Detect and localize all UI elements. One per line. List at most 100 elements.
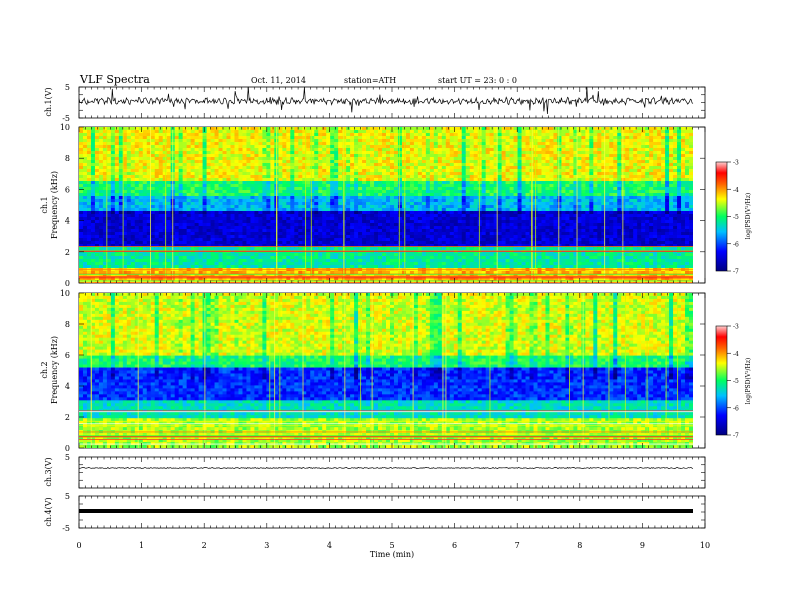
spectrogram-cell [294,253,299,257]
spectrogram-cell [421,166,427,170]
spectrogram-cell [250,154,255,158]
spectrogram-cell [282,202,287,206]
spectrogram-cell [310,154,315,158]
spectrogram-cell [306,151,311,155]
spectrogram-cell [206,277,211,281]
spectrogram-cell [441,208,447,212]
spectrogram-cell [413,253,419,257]
spectrogram-cell [429,148,435,152]
spectrogram-cell [417,271,423,275]
spectrogram-cell [206,190,211,194]
spectrogram-cell [146,196,152,200]
spectrogram-cell [413,244,419,248]
spectrogram-cell [362,265,367,269]
spectrogram-cell [378,202,383,206]
spectrogram-cell [417,262,423,266]
spectrogram-cell [298,226,303,230]
spectrogram-cell [94,277,100,281]
spectrogram-cell [294,211,299,215]
spectrogram-cell [441,226,447,230]
spectrogram-cell [298,130,303,134]
spectrogram-cell [242,259,247,263]
spectrogram-cell [206,187,211,191]
spectrogram-cell [382,226,387,230]
spectrogram-cell [326,244,331,248]
spectrogram-cell [270,265,275,269]
spectrogram-cell [358,256,363,260]
spectrogram-cell [401,253,407,257]
spectrogram-cell [222,154,227,158]
spectrogram-cell [346,241,351,245]
spectrogram-cell [389,142,395,146]
spectrogram-cell [202,223,207,227]
spectrogram-cell [186,160,192,164]
spectrogram-cell [441,187,447,191]
spectrogram-cell [226,241,231,245]
spectrogram-cell [178,160,184,164]
spectrogram-cell [429,259,435,263]
spectrogram-cell [358,253,363,257]
spectrogram-cell [401,142,407,146]
spectrogram-cell [338,181,343,185]
spectrogram-cell [230,235,235,239]
spectrogram-cell [441,154,447,158]
spectrogram-cell [214,151,219,155]
spectrogram-cell [254,166,259,170]
spectrogram-cell [334,229,339,233]
spectrogram-cell [449,244,455,248]
spectrogram-cell [409,160,415,164]
spectrogram-cell [94,205,100,209]
spectrogram-cell [441,235,447,239]
spectrogram-cell [106,133,112,137]
spectrogram-cell [270,181,275,185]
spectrogram-cell [445,184,451,188]
spectrogram-cell [286,151,291,155]
spectrogram-cell [122,214,128,218]
spectrogram-cell [238,181,243,185]
spectrogram-cell [417,163,423,167]
spectrogram-cell [362,235,367,239]
spectrogram-cell [246,166,251,170]
spectrogram-cell [202,181,207,185]
spectrogram-cell [254,202,259,206]
spectrogram-cell [286,220,291,224]
spectrogram-cell [294,238,299,242]
spectrogram-cell [79,238,84,242]
spectrogram-cell [138,193,144,197]
spectrogram-cell [310,247,315,251]
spectrogram-cell [370,181,375,185]
spectrogram-cell [254,190,259,194]
spectrogram-cell [254,247,259,251]
spectrogram-cell [98,157,104,161]
spectrogram-cell [286,262,291,266]
spectrogram-cell [334,175,339,179]
spectrogram-cell [417,169,423,173]
spectrogram-cell [150,166,156,170]
spectrogram-cell [118,142,124,146]
spectrogram-cell [118,196,124,200]
spectrogram-cell [190,244,196,248]
spectrogram-cell [226,130,231,134]
spectrogram-cell [286,142,291,146]
spectrogram-cell [130,196,136,200]
spectrogram-cell [214,256,219,260]
spectrogram-cell [79,262,84,266]
spectrogram-cell [370,265,375,269]
spectrogram-cell [382,136,387,140]
spectrogram-cell [118,127,124,131]
spectrogram-cell [306,154,311,158]
spectrogram-cell [210,178,215,182]
spectrogram-cell [106,184,112,188]
spectrogram-cell [366,130,371,134]
spectrogram-cell [94,184,100,188]
spectrogram-cell [98,226,104,230]
spectrogram-cell [242,151,247,155]
spectrogram-cell [358,241,363,245]
spectrogram-cell [445,157,451,161]
spectrogram-cell [166,127,172,131]
spectrogram-cell [401,208,407,212]
spectrogram-cell [409,166,415,170]
spectrogram-cell [354,187,359,191]
spectrogram-cell [202,217,207,221]
spectrogram-cell [142,133,148,137]
